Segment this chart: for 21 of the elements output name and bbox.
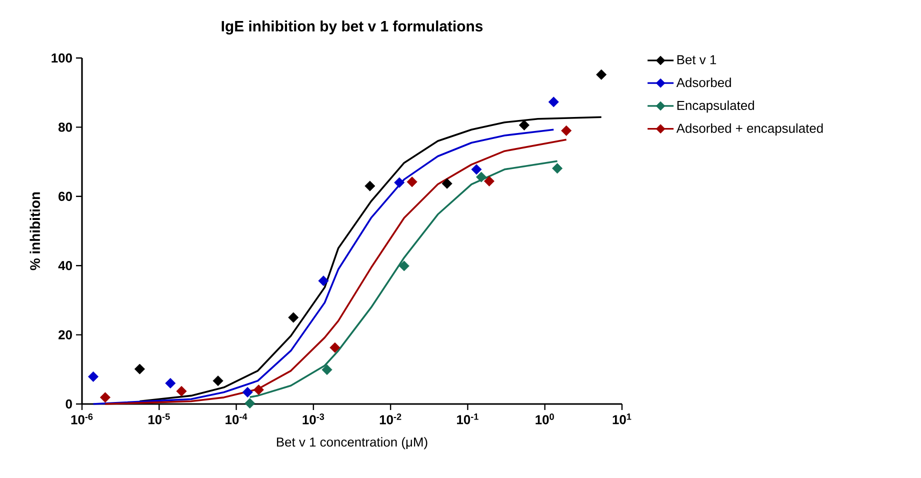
y-tick-label: 60 bbox=[58, 192, 72, 201]
x-tick-label: 10$^{-1}$ bbox=[457, 414, 478, 424]
x-axis-title: Bet v 1 concentration (μM) bbox=[276, 437, 428, 450]
y-tick-label: 100 bbox=[52, 53, 72, 63]
chart-title: IgE inhibition by bet v 1 formulations bbox=[222, 20, 483, 35]
legend-label: Encapsulated bbox=[677, 100, 754, 113]
y-tick-label: 20 bbox=[58, 330, 72, 340]
legend-label: Bet v 1 bbox=[677, 55, 716, 64]
y-tick-label: 80 bbox=[58, 122, 72, 132]
y-tick-label: 40 bbox=[58, 261, 72, 270]
legend-label: Adsorbed bbox=[676, 78, 731, 88]
x-tick-label: 10$^{-6}$ bbox=[71, 414, 93, 424]
x-tick-label: 10$^{1}$ bbox=[612, 414, 632, 424]
y-axis-title: % inhibition bbox=[30, 192, 40, 270]
x-tick-label: 10$^{0}$ bbox=[536, 414, 554, 424]
x-tick-label: 10$^{-3}$ bbox=[302, 414, 324, 424]
x-tick-label: 10$^{-2}$ bbox=[380, 414, 402, 424]
y-tick-label: 0 bbox=[66, 399, 72, 409]
x-tick-label: 10$^{-4}$ bbox=[226, 414, 248, 424]
x-tick-label: 10$^{-5}$ bbox=[148, 414, 170, 424]
legend-label: Adsorbed + encapsulated bbox=[676, 123, 823, 136]
